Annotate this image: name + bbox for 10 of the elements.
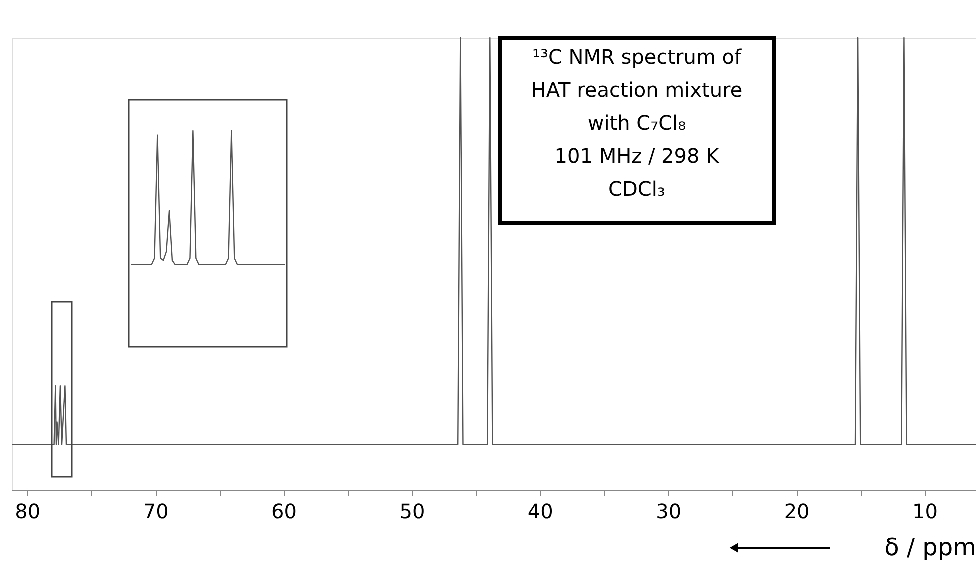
x-tick-label: 30 xyxy=(656,500,682,524)
x-tick-label: 80 xyxy=(15,500,41,524)
x-tick-label: 60 xyxy=(272,500,297,524)
x-tick-label: 40 xyxy=(528,500,554,524)
annotation: ¹³C NMR spectrum of HAT reaction mixture with C₇Cl₈ 101 MHz / 298 K CDCl₃ xyxy=(531,45,743,201)
x-axis-title: δ / ppm xyxy=(884,534,976,562)
x-tick-label: 10 xyxy=(912,500,938,524)
x-tick-label: 50 xyxy=(400,500,426,524)
x-tick-label: 20 xyxy=(784,500,810,524)
x-tick-label: 70 xyxy=(143,500,169,524)
